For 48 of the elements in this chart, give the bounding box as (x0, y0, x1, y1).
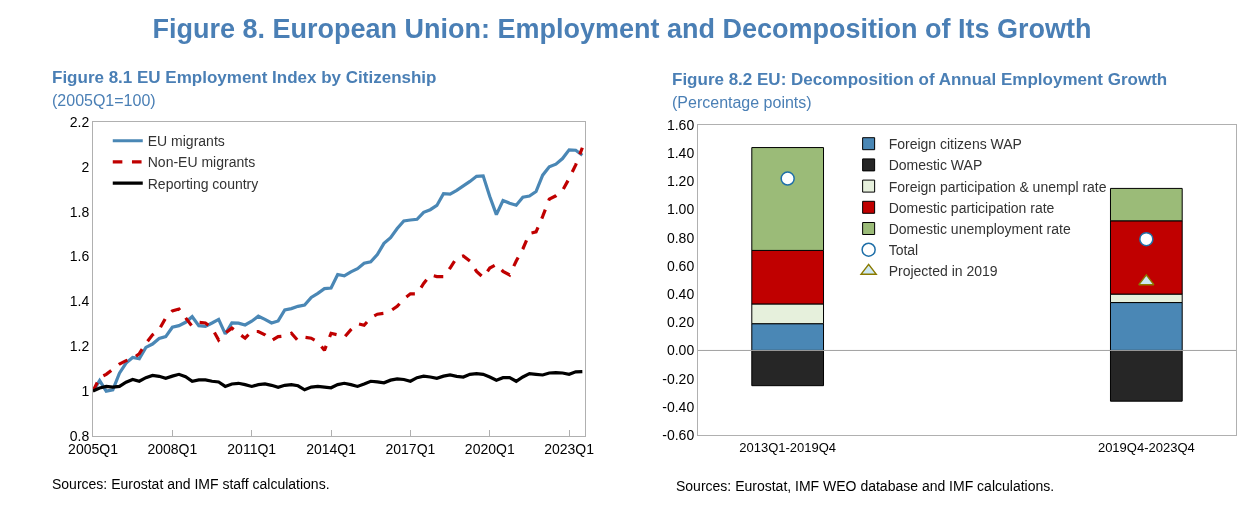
legend-label: Projected in 2019 (888, 263, 998, 280)
y-tick-label: 1.2 (69, 338, 90, 355)
x-tick-label: 2014Q1 (306, 440, 357, 457)
source-note: Sources: Eurostat, IMF WEO database and IMF calculations. (676, 478, 1055, 494)
y-tick-label: 1.60 (666, 116, 695, 133)
legend-label: Reporting country (147, 175, 259, 192)
chart-title: Figure 8.2 EU: Decomposition of Annual Employment Growth (672, 70, 1168, 90)
legend-label: Domestic participation rate (888, 199, 1055, 216)
legend-label: Total (888, 242, 919, 259)
x-tick-label: 2011Q1 (227, 440, 277, 457)
legend-label: Foreign citizens WAP (888, 136, 1022, 153)
y-tick-label: 1.8 (69, 203, 90, 220)
point (1139, 231, 1154, 247)
point (780, 171, 795, 186)
y-tick-label: 1.4 (69, 293, 90, 310)
chart-subtitle: (2005Q1=100) (52, 92, 156, 110)
y-tick-label: 1.40 (666, 145, 695, 162)
y-tick-label: 1.6 (69, 248, 90, 265)
x-tick-label: 2013Q1-2019Q4 (739, 439, 837, 455)
x-tick-label: 2017Q1 (385, 440, 436, 457)
legend-label: Non-EU migrants (147, 154, 256, 171)
y-tick-label: 2.2 (69, 113, 90, 130)
y-tick-label: 1.20 (666, 173, 695, 190)
legend-label: Domestic unemployment rate (888, 220, 1071, 237)
legend-label: Foreign participation & unempl rate (888, 178, 1107, 195)
y-tick-label: 2 (81, 158, 90, 175)
line-series (93, 370, 584, 393)
y-tick-label: -0.60 (662, 426, 695, 443)
chart-title: Figure 8.1 EU Employment Index by Citizenship (52, 68, 437, 88)
x-tick-label: 2008Q1 (147, 440, 198, 457)
text: Figure 8. European Union: Employment and Decomposition of Its Growth (151, 14, 1093, 45)
legend-label: EU migrants (147, 133, 225, 150)
y-tick-label: 0.00 (666, 342, 695, 359)
x-tick-label: 2023Q1 (544, 440, 595, 457)
y-tick-label: 1 (81, 383, 90, 400)
x-tick-label: 2020Q1 (464, 440, 515, 457)
y-tick-label: 0.80 (666, 229, 695, 246)
y-tick-label: -0.40 (662, 398, 695, 415)
point (1138, 274, 1155, 286)
y-tick-label: 0.20 (666, 314, 695, 331)
y-tick-label: -0.20 (662, 370, 695, 387)
y-tick-label: 0.40 (666, 285, 695, 302)
y-tick-label: 1.00 (666, 201, 695, 218)
legend-label: Domestic WAP (888, 157, 983, 174)
x-tick-label: 2019Q4-2023Q4 (1097, 439, 1195, 455)
chart-subtitle: (Percentage points) (672, 94, 812, 112)
y-tick-label: 0.60 (666, 257, 695, 274)
source-note: Sources: Eurostat and IMF staff calculations. (52, 476, 330, 492)
